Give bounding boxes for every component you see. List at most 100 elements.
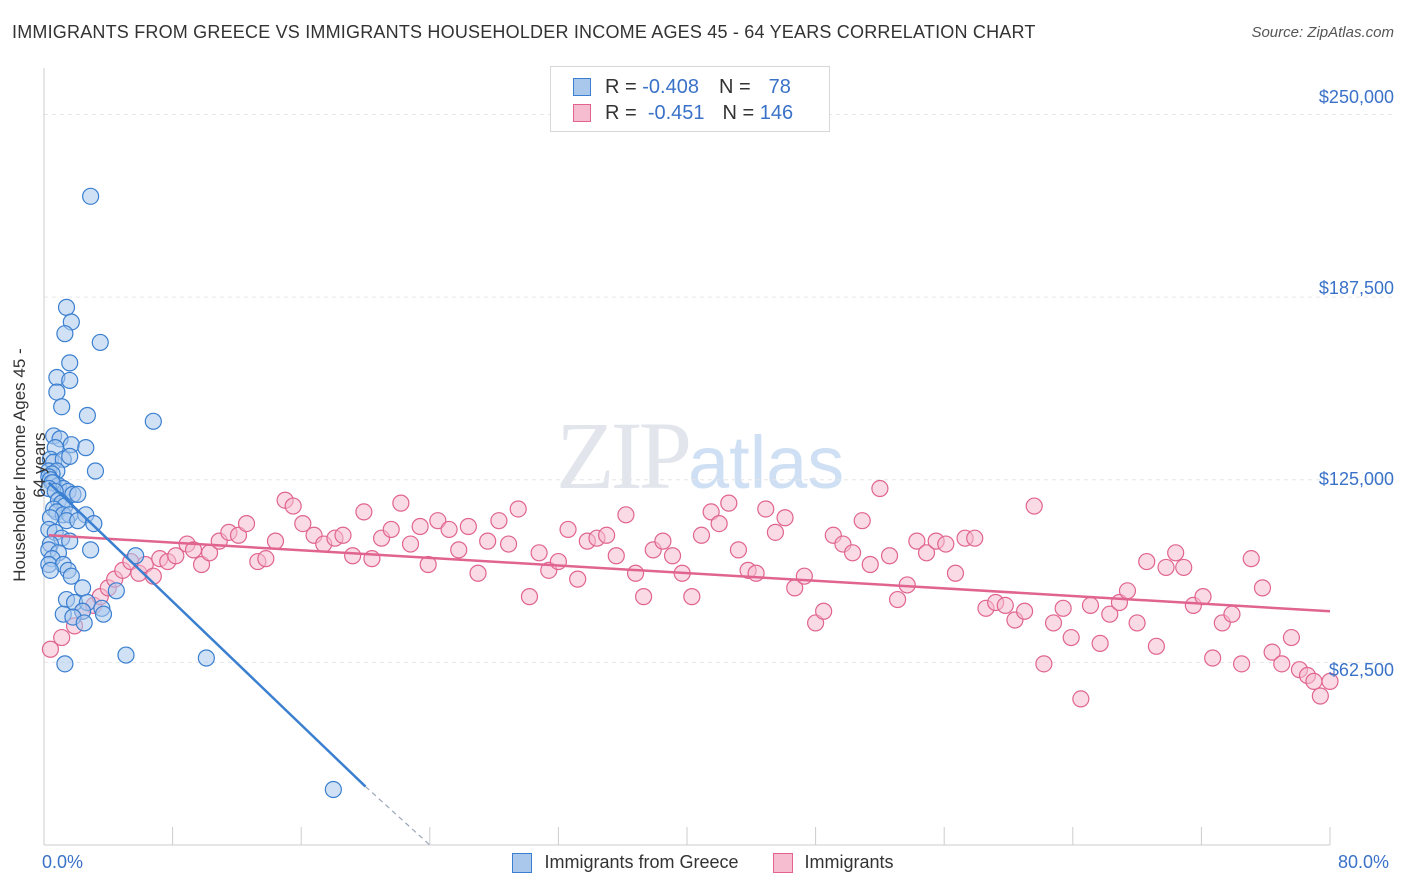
data-point [871, 479, 889, 498]
watermark-zip: ZIP [556, 402, 692, 509]
data-point [1282, 628, 1301, 647]
data-point [334, 526, 352, 544]
data-point [41, 561, 60, 579]
data-point [1242, 550, 1260, 568]
data-point [1054, 599, 1072, 617]
data-point [966, 529, 984, 547]
r-label: R = [605, 75, 637, 98]
data-point [509, 500, 527, 518]
data-point [1167, 544, 1185, 562]
data-point [1223, 605, 1241, 623]
data-point [937, 535, 955, 553]
x-tick-label-max: 80.0% [1338, 852, 1390, 872]
greece-trend-line [47, 481, 367, 788]
data-point [1263, 643, 1281, 661]
n-value: 146 [759, 101, 794, 124]
data-point [117, 646, 135, 664]
data-point [1273, 655, 1291, 673]
data-point [1101, 605, 1119, 623]
data-point [77, 439, 95, 457]
data-point [53, 398, 71, 416]
data-point [683, 588, 701, 606]
data-point [94, 605, 113, 623]
data-point [710, 514, 728, 533]
data-point [569, 570, 587, 588]
data-point [747, 564, 765, 582]
watermark: ZIPatlas [556, 400, 844, 511]
data-point [1072, 690, 1090, 708]
data-point [53, 628, 71, 647]
data-point [1091, 634, 1109, 652]
data-point [479, 532, 497, 550]
data-point [392, 494, 410, 512]
data-point [294, 514, 312, 533]
legend-row-immigrants: R = -0.451 N = 146 [573, 101, 793, 125]
data-point [1118, 582, 1137, 600]
data-point [1157, 558, 1175, 577]
y-axis-title: Householder Income Ages 45 - 64 years [10, 348, 49, 582]
data-point [499, 535, 518, 553]
data-point [1081, 596, 1100, 615]
data-point [996, 596, 1014, 615]
data-point [815, 602, 833, 620]
data-point [1253, 579, 1272, 597]
r-label: R = [605, 101, 637, 124]
data-point [62, 567, 80, 585]
data-point [702, 503, 720, 521]
trend-lines [47, 481, 1331, 846]
data-point [344, 547, 362, 565]
data-point [82, 187, 100, 205]
data-point [490, 512, 508, 530]
greece-points [40, 187, 342, 799]
gridlines [44, 114, 1395, 663]
r-value: -0.408 [642, 75, 699, 98]
data-point [257, 550, 275, 568]
data-point [1025, 497, 1043, 515]
legend-label: Immigrants [804, 852, 894, 872]
data-point [1204, 649, 1222, 667]
r-value: -0.451 [647, 101, 705, 124]
data-point [663, 547, 682, 565]
data-point [107, 582, 125, 600]
data-point [469, 564, 487, 582]
data-point [86, 462, 105, 480]
legend-label: Immigrants from Greece [544, 852, 739, 872]
data-point [56, 325, 74, 343]
immigrants-trend-line [48, 534, 1331, 613]
data-point [266, 532, 285, 550]
data-point [917, 544, 936, 562]
data-point [654, 532, 672, 550]
legend-item-greece[interactable]: Immigrants from Greece [512, 852, 739, 873]
data-point [634, 588, 653, 606]
data-point [720, 494, 738, 512]
data-point [1044, 614, 1063, 632]
data-point [61, 354, 79, 372]
data-point [144, 412, 162, 430]
data-point [617, 506, 635, 524]
data-point [429, 512, 447, 530]
data-point [766, 523, 785, 541]
n-label: N = [718, 75, 751, 98]
data-point [1128, 614, 1146, 632]
watermark-atlas: atlas [688, 421, 845, 504]
data-point [1147, 637, 1165, 655]
data-point [48, 383, 66, 401]
y-tick-label: $250,000 [1318, 87, 1394, 107]
data-point [1035, 655, 1053, 673]
chart-title: IMMIGRANTS FROM GREECE VS IMMIGRANTS HOU… [12, 22, 1036, 42]
source-label: Source: ZipAtlas.com [1251, 24, 1394, 41]
data-point [853, 512, 871, 530]
data-point [776, 509, 794, 527]
legend-item-immigrants[interactable]: Immigrants [772, 852, 894, 873]
data-point [229, 526, 248, 544]
data-point [520, 588, 539, 606]
greece-trend-extension [365, 786, 431, 846]
y-tick-label: $187,500 [1318, 278, 1394, 298]
data-point [91, 333, 109, 352]
data-point [549, 552, 568, 571]
data-point [69, 485, 87, 503]
data-point [1175, 558, 1193, 577]
x-tick-label-min: 0.0% [42, 852, 84, 872]
data-point [450, 541, 468, 559]
data-point [382, 520, 400, 539]
